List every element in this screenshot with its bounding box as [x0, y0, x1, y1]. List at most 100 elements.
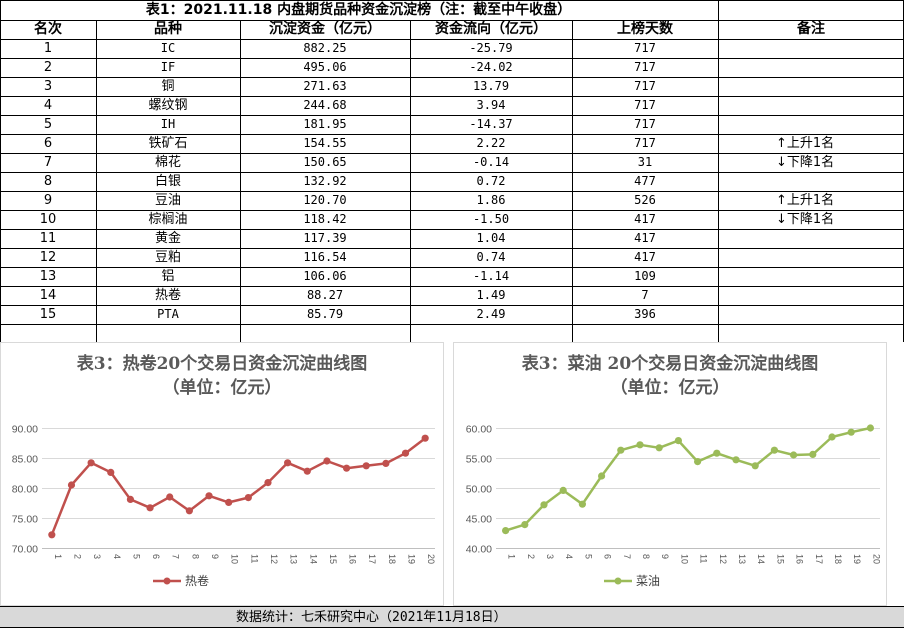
data-point	[617, 446, 625, 454]
days-cell: 526	[634, 193, 656, 207]
x-tick-label: 19	[852, 554, 862, 564]
rank-cell: 15	[39, 307, 57, 322]
note-text: 上升1名	[786, 136, 835, 151]
data-point	[674, 437, 682, 445]
chart-subtitle: （单位：亿元）	[162, 378, 282, 398]
arrow-up-icon: ↑	[776, 136, 787, 151]
note-text: 下降1名	[786, 155, 835, 170]
x-tick-label: 6	[603, 554, 613, 559]
data-point	[790, 451, 798, 459]
flow-cell: 2.22	[476, 136, 506, 150]
product-cell: IF	[160, 60, 176, 74]
column-header: 名次	[34, 21, 62, 37]
data-point	[362, 462, 370, 470]
x-tick-label: 5	[583, 554, 593, 559]
rank-cell: 14	[39, 288, 57, 303]
data-point	[636, 441, 644, 449]
data-point	[284, 459, 292, 467]
rank-cell: 10	[39, 212, 57, 227]
note-cell: ↑上升1名	[776, 135, 834, 153]
flow-cell: 13.79	[472, 79, 510, 93]
product-cell: 白银	[154, 174, 181, 189]
data-point	[521, 521, 529, 529]
flow-cell: 0.74	[476, 250, 506, 264]
flow-cell: 0.72	[476, 174, 506, 188]
days-cell: 109	[634, 269, 656, 283]
flow-cell: -0.14	[472, 155, 510, 169]
x-tick-label: 1	[507, 554, 517, 559]
chart-legend: 热卷	[153, 572, 209, 589]
data-point	[751, 462, 759, 470]
flow-cell: -1.50	[472, 212, 510, 226]
arrow-down-icon: ↓	[776, 155, 787, 170]
x-tick-label: 3	[545, 554, 555, 559]
x-tick-label: 14	[308, 554, 318, 564]
x-tick-label: 5	[131, 554, 141, 559]
note-text: 上升1名	[786, 193, 835, 208]
fund-cell: 154.55	[303, 136, 347, 150]
product-cell: 棕榈油	[148, 212, 188, 227]
rank-cell: 6	[43, 136, 53, 151]
x-tick-label: 13	[289, 554, 299, 564]
fund-cell: 882.25	[303, 41, 347, 55]
x-tick-label: 15	[328, 554, 338, 564]
data-point	[323, 457, 331, 465]
x-tick-label: 10	[230, 554, 240, 564]
data-point	[244, 494, 252, 502]
flow-cell: -14.37	[469, 117, 513, 131]
x-tick-label: 3	[92, 554, 102, 559]
footer-bar: 数据统计：七禾研究中心（2021年11月18日）	[0, 606, 904, 628]
series-line	[505, 426, 871, 532]
x-tick-label: 7	[171, 554, 181, 559]
column-header: 资金流向（亿元）	[435, 21, 547, 37]
y-tick-label: 45.00	[466, 514, 492, 526]
fund-cell: 495.06	[303, 60, 347, 74]
days-cell: 717	[634, 41, 656, 55]
x-tick-label: 11	[249, 554, 259, 563]
x-tick-label: 12	[269, 554, 279, 564]
data-point	[559, 486, 567, 494]
data-point	[732, 456, 740, 464]
flow-cell: 3.94	[476, 98, 506, 112]
days-cell: 717	[634, 117, 656, 131]
y-tick-label: 85.00	[12, 454, 38, 466]
column-header: 备注	[797, 21, 825, 37]
fund-cell: 120.70	[303, 193, 347, 207]
x-tick-label: 7	[622, 554, 632, 559]
data-point	[67, 481, 76, 489]
product-cell: PTA	[157, 307, 179, 321]
flow-cell: 1.49	[476, 288, 506, 302]
y-tick-label: 55.00	[466, 454, 492, 466]
days-cell: 717	[634, 60, 656, 74]
chart-hot-rolled-coil: 表3：热卷20个交易日资金沉淀曲线图 （单位：亿元） 70.00 75.00 80.…	[0, 342, 444, 606]
fund-ranking-table: 表1：2021.11.18 内盘期货品种资金沉淀榜（注：截至中午收盘） 名次 品种…	[0, 0, 904, 342]
rank-cell: 7	[43, 155, 53, 170]
y-tick-label: 80.00	[12, 484, 38, 496]
x-tick-label: 20	[871, 554, 881, 564]
product-cell: IC	[160, 41, 176, 55]
data-point	[598, 472, 606, 480]
flow-cell: -24.02	[469, 60, 513, 74]
y-tick-label: 60.00	[466, 424, 492, 436]
days-cell: 31	[637, 155, 653, 169]
data-point	[694, 458, 702, 466]
product-cell: 黄金	[154, 231, 181, 246]
legend-label: 菜油	[636, 574, 661, 588]
x-tick-label: 18	[387, 554, 397, 564]
data-point	[713, 449, 721, 457]
fund-cell: 271.63	[303, 79, 347, 93]
rank-cell: 3	[43, 79, 53, 94]
x-tick-label: 13	[737, 554, 747, 564]
data-point	[107, 468, 115, 476]
data-point	[809, 450, 817, 458]
data-point	[401, 449, 410, 457]
x-tick-label: 6	[151, 554, 161, 559]
data-point	[866, 424, 874, 432]
rank-cell: 2	[43, 60, 53, 75]
x-tick-label: 9	[660, 554, 670, 559]
data-point	[166, 493, 174, 501]
product-cell: 热卷	[154, 288, 181, 303]
data-point	[87, 459, 95, 467]
chart-title: 表3：菜油 20个交易日资金沉淀曲线图	[521, 354, 819, 374]
product-cell: 螺纹钢	[148, 98, 188, 113]
